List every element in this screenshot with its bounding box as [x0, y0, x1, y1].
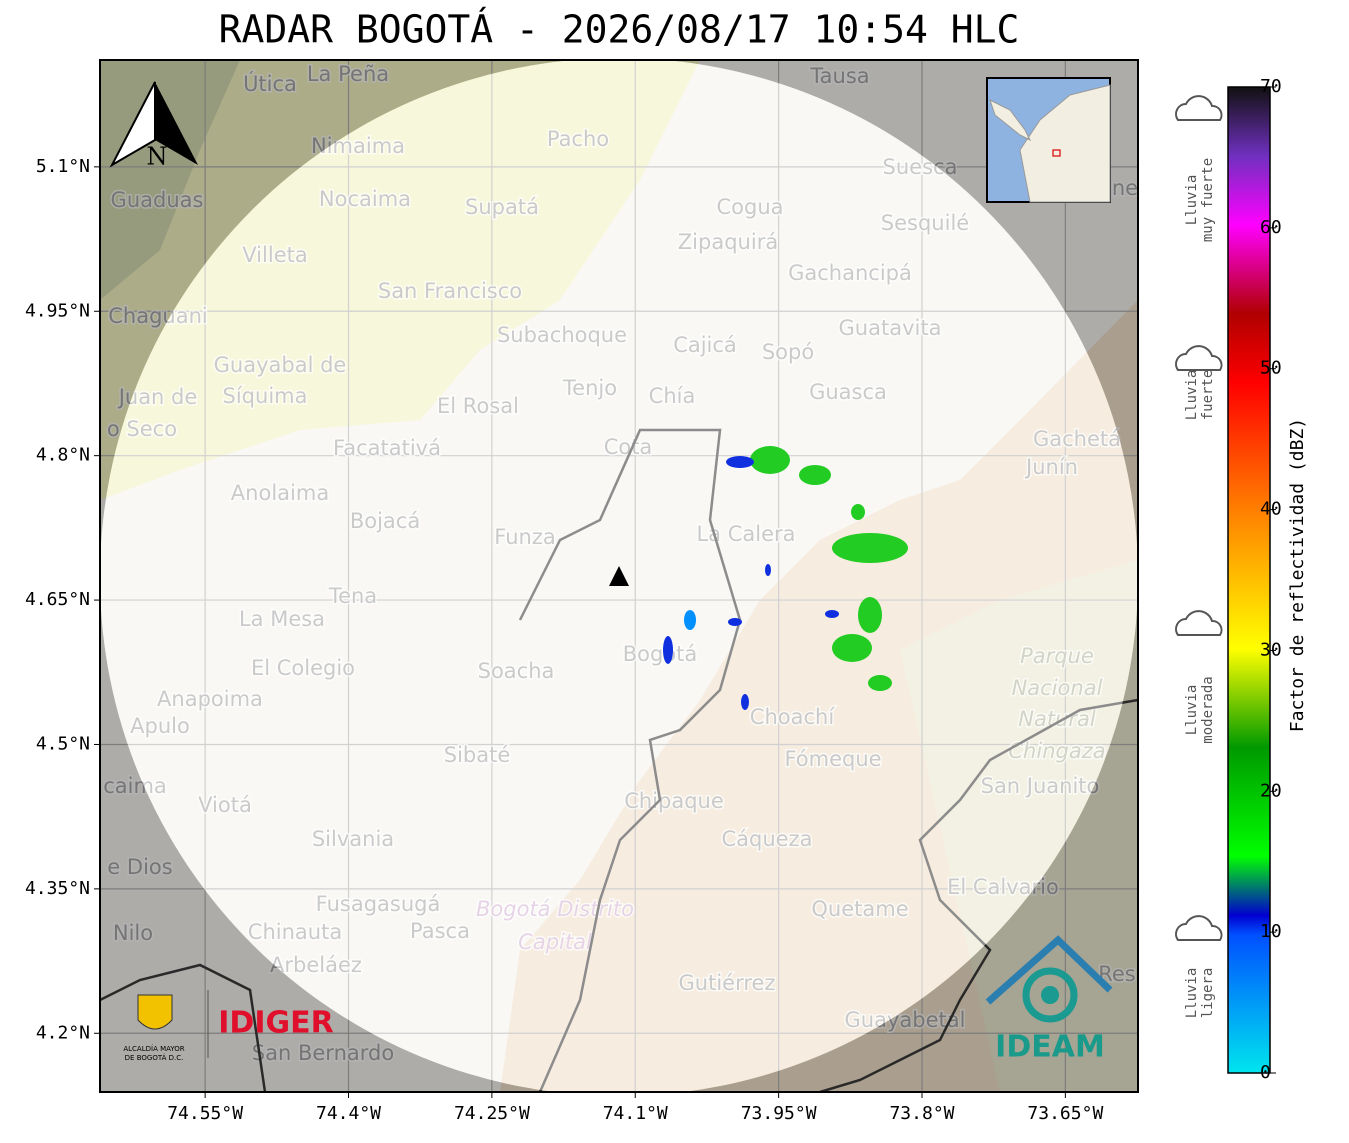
north-label: N: [147, 143, 168, 171]
y-tick-label: 4.35°N: [25, 878, 90, 899]
place-label: e Dios: [107, 855, 172, 879]
colorbar-tick-label: 0: [1260, 1062, 1271, 1083]
x-tick-label: 74.1°W: [603, 1103, 668, 1124]
colorbar-tick-label: 40: [1260, 499, 1282, 520]
rain-category-label: moderada: [1200, 676, 1216, 743]
x-tick-label: 74.4°W: [316, 1103, 381, 1124]
place-label: Útica: [243, 71, 297, 96]
colorbar-tick-label: 60: [1260, 217, 1282, 238]
logo-ideam: IDEAM: [985, 935, 1113, 1065]
inset-map: [986, 77, 1111, 203]
x-tick-label: 73.8°W: [889, 1103, 954, 1124]
rain-category-label: fuerte: [1200, 370, 1216, 421]
rain-category-label: Lluvia: [1184, 968, 1200, 1019]
rain-category: Lluvia ligera: [1175, 915, 1223, 1019]
y-tick-label: 5.1°N: [36, 156, 90, 177]
rain-category-label: muy fuerte: [1200, 158, 1216, 242]
place-label: La Peña: [307, 62, 389, 86]
radar-echoes: [663, 446, 908, 710]
north-arrow: N: [109, 81, 198, 171]
logo-alcaldia: ALCALDÍA MAYOR DE BOGOTÁ D.C. IDIGER: [123, 990, 334, 1062]
place-label: Nilo: [113, 921, 153, 945]
rain-category: Lluvia moderada: [1175, 610, 1223, 744]
y-tick-label: 4.95°N: [25, 300, 90, 321]
rain-category: Lluvia fuerte: [1175, 345, 1223, 421]
title: RADAR BOGOTÁ - 2026/08/17 10:54 HLC: [219, 8, 1020, 52]
logo-idiger: IDIGER: [218, 1006, 333, 1041]
cloud-icon: [1175, 95, 1223, 121]
cloud-icon: [1175, 345, 1223, 371]
x-tick-label: 74.55°W: [167, 1103, 243, 1124]
x-tick-label: 73.95°W: [741, 1103, 817, 1124]
x-tick-label: 73.65°W: [1027, 1103, 1103, 1124]
rain-category: Lluvia muy fuerte: [1175, 95, 1223, 242]
y-tick-label: 4.2°N: [36, 1022, 90, 1043]
colorbar-tick-label: 70: [1260, 76, 1282, 97]
colorbar-tick-label: 20: [1260, 780, 1282, 801]
logo-text: ALCALDÍA MAYOR: [123, 1044, 184, 1053]
place-label: Tausa: [809, 64, 869, 88]
cloud-icon: [1175, 610, 1223, 636]
place-label: Guaduas: [111, 188, 204, 212]
place-label: San Bernardo: [252, 1041, 394, 1065]
colorbar-label: Factor de reflectividad (dBZ): [1287, 418, 1308, 732]
rain-category-label: ligera: [1200, 968, 1216, 1019]
rain-category-label: Lluvia: [1184, 175, 1200, 226]
radar-site: [609, 566, 629, 586]
cloud-icon: [1175, 915, 1223, 941]
rain-category-label: Lluvia: [1184, 685, 1200, 736]
logo-text: DE BOGOTÁ D.C.: [125, 1053, 184, 1062]
colorbar-tick-label: 30: [1260, 639, 1282, 660]
logo-ideam-text: IDEAM: [995, 1030, 1105, 1065]
y-tick-label: 4.65°N: [25, 589, 90, 610]
colorbar-tick-label: 50: [1260, 358, 1282, 379]
y-tick-label: 4.8°N: [36, 445, 90, 466]
colorbar-tick-label: 10: [1260, 921, 1282, 942]
dept-border-west: [100, 963, 267, 1092]
rain-category-label: Lluvia: [1184, 370, 1200, 421]
map-frame: [99, 59, 1139, 1093]
x-tick-label: 74.25°W: [454, 1103, 530, 1124]
place-label: ne: [1112, 176, 1138, 200]
colorbar: [1227, 86, 1271, 1074]
y-tick-label: 4.5°N: [36, 733, 90, 754]
